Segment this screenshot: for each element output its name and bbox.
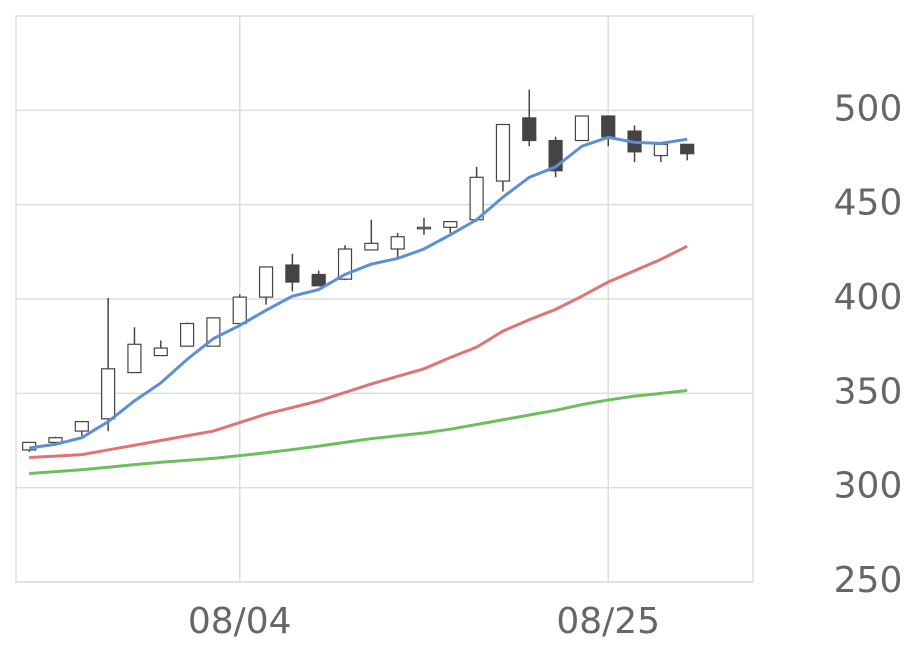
candle-body — [522, 117, 537, 142]
candle-body — [206, 317, 221, 347]
candle-body — [153, 347, 168, 357]
candle-body — [495, 123, 511, 182]
y-tick-label: 500 — [834, 88, 903, 129]
candle-body — [285, 264, 300, 283]
candle-body — [101, 368, 116, 420]
candle-body — [601, 115, 616, 138]
moving-average-line — [29, 389, 688, 476]
y-tick-label: 400 — [834, 277, 903, 318]
candle-body — [179, 322, 195, 347]
candle-body — [443, 221, 458, 228]
x-tick-label: 08/04 — [188, 601, 292, 642]
y-tick-label: 300 — [834, 466, 903, 507]
candle-body — [390, 236, 405, 250]
moving-average-line — [28, 135, 688, 450]
y-tick-label: 450 — [834, 183, 903, 224]
candle-body — [232, 296, 247, 325]
moving-average-line — [29, 244, 688, 459]
candle-body — [416, 226, 432, 230]
y-tick-label: 250 — [834, 560, 903, 601]
candle-body — [311, 273, 326, 287]
candle-body — [680, 143, 695, 155]
candle-body — [127, 343, 142, 374]
candle-body — [469, 176, 484, 221]
candle-body — [48, 437, 63, 443]
candle-body — [653, 143, 668, 157]
candle-body — [74, 421, 89, 432]
candle-body — [364, 242, 379, 251]
y-tick-label: 350 — [834, 371, 903, 412]
candle-body — [574, 115, 590, 142]
candle-body — [258, 266, 274, 298]
x-tick-label: 08/25 — [556, 601, 660, 642]
